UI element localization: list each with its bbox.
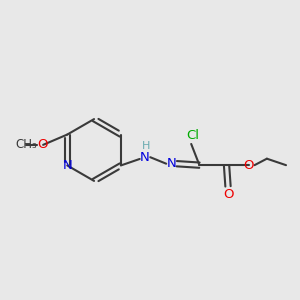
Text: Cl: Cl: [186, 129, 199, 142]
Text: H: H: [141, 141, 150, 151]
Text: CH₃: CH₃: [15, 138, 37, 151]
Text: O: O: [223, 188, 233, 201]
Text: O: O: [38, 138, 48, 151]
Text: N: N: [140, 151, 150, 164]
Text: N: N: [167, 157, 176, 170]
Text: N: N: [62, 159, 72, 172]
Text: O: O: [244, 159, 254, 172]
